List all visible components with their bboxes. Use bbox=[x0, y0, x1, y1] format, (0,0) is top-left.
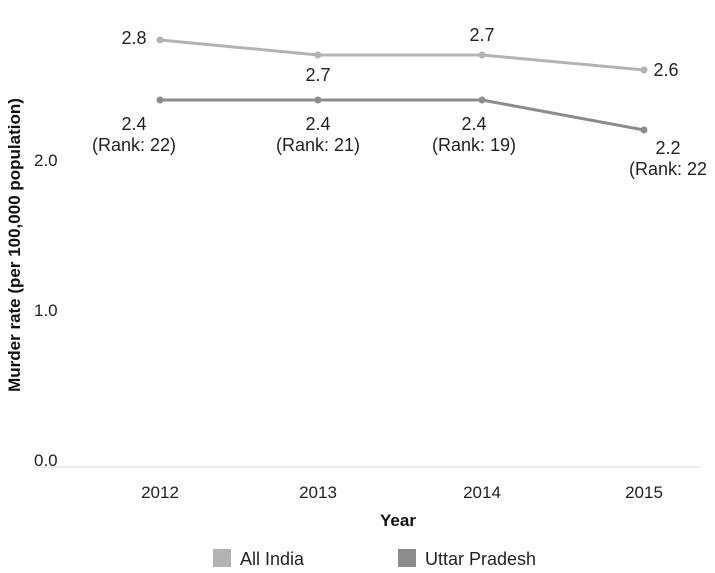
y-tick-label: 1.0 bbox=[34, 301, 58, 320]
y-tick-label: 2.0 bbox=[34, 151, 58, 170]
x-tick-label: 2013 bbox=[299, 483, 337, 502]
data-label: (Rank: 22) bbox=[92, 135, 176, 155]
x-axis-ticks: 2012 2013 2014 2015 bbox=[141, 483, 663, 502]
series-lines bbox=[158, 38, 646, 132]
data-label: 2.4 bbox=[461, 114, 486, 134]
series-point bbox=[478, 96, 486, 104]
series-line-0 bbox=[158, 38, 646, 72]
data-label: 2.2 bbox=[655, 138, 680, 158]
x-axis-title: Year bbox=[380, 511, 416, 530]
x-tick-label: 2012 bbox=[141, 483, 179, 502]
data-label: 2.7 bbox=[469, 25, 494, 45]
y-axis-title: Murder rate (per 100,000 population) bbox=[5, 98, 24, 392]
data-label: 2.7 bbox=[305, 65, 330, 85]
series-point bbox=[640, 66, 648, 74]
y-axis-ticks: 0.0 1.0 2.0 bbox=[34, 151, 58, 470]
series-point bbox=[314, 96, 322, 104]
x-tick-label: 2014 bbox=[463, 483, 501, 502]
data-label: 2.6 bbox=[653, 60, 678, 80]
data-label: 2.4 bbox=[305, 114, 330, 134]
legend-swatch bbox=[213, 549, 231, 567]
data-label: (Rank: 19) bbox=[432, 135, 516, 155]
legend-label: All India bbox=[240, 549, 305, 569]
series-point bbox=[314, 51, 322, 59]
series-point bbox=[156, 96, 164, 104]
data-label: 2.8 bbox=[121, 28, 146, 48]
data-label: (Rank: 21) bbox=[276, 135, 360, 155]
data-labels: 2.82.72.72.62.4(Rank: 22)2.4(Rank: 21)2.… bbox=[92, 25, 707, 179]
series-points bbox=[156, 36, 648, 134]
y-tick-label: 0.0 bbox=[34, 451, 58, 470]
data-label: 2.4 bbox=[121, 114, 146, 134]
series-point bbox=[640, 126, 648, 134]
series-line-1 bbox=[158, 98, 646, 132]
series-point bbox=[478, 51, 486, 59]
legend: All India Uttar Pradesh bbox=[213, 549, 536, 569]
series-point bbox=[156, 36, 164, 44]
x-tick-label: 2015 bbox=[625, 483, 663, 502]
data-label: (Rank: 22 bbox=[629, 159, 707, 179]
legend-swatch bbox=[398, 549, 416, 567]
legend-label: Uttar Pradesh bbox=[425, 549, 536, 569]
